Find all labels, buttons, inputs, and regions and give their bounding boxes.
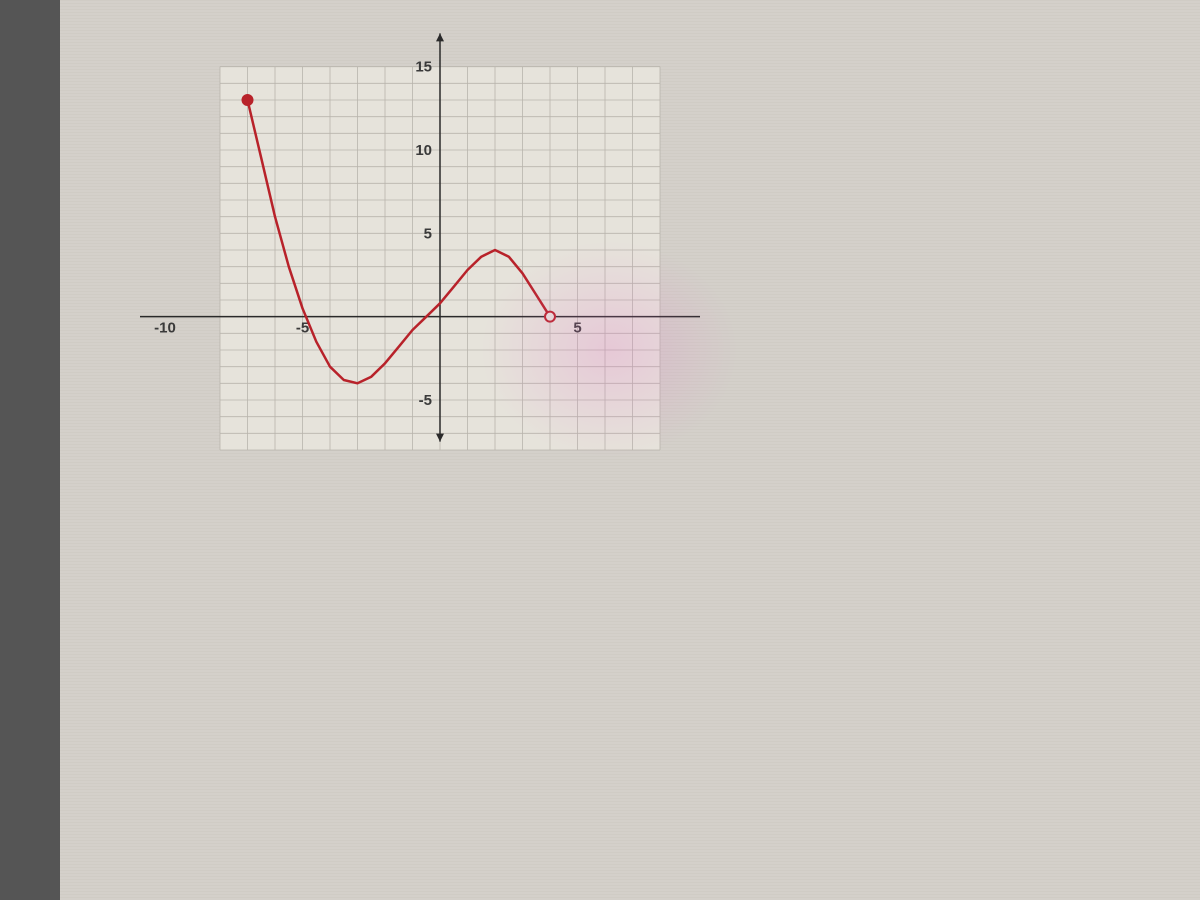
endpoint-closed	[243, 95, 253, 105]
y-tick-label: 10	[415, 142, 432, 159]
function-graph: -10-5515105-5	[140, 20, 700, 500]
y-tick-label: 15	[415, 59, 432, 76]
chart-svg: -10-5515105-5	[140, 20, 700, 500]
endpoint-open	[545, 312, 555, 322]
y-tick-label: -5	[419, 392, 432, 409]
x-tick-label: 5	[573, 320, 581, 337]
y-axis-arrow-up	[436, 33, 444, 41]
y-tick-label: 5	[424, 225, 432, 242]
x-tick-label: -10	[154, 320, 176, 337]
